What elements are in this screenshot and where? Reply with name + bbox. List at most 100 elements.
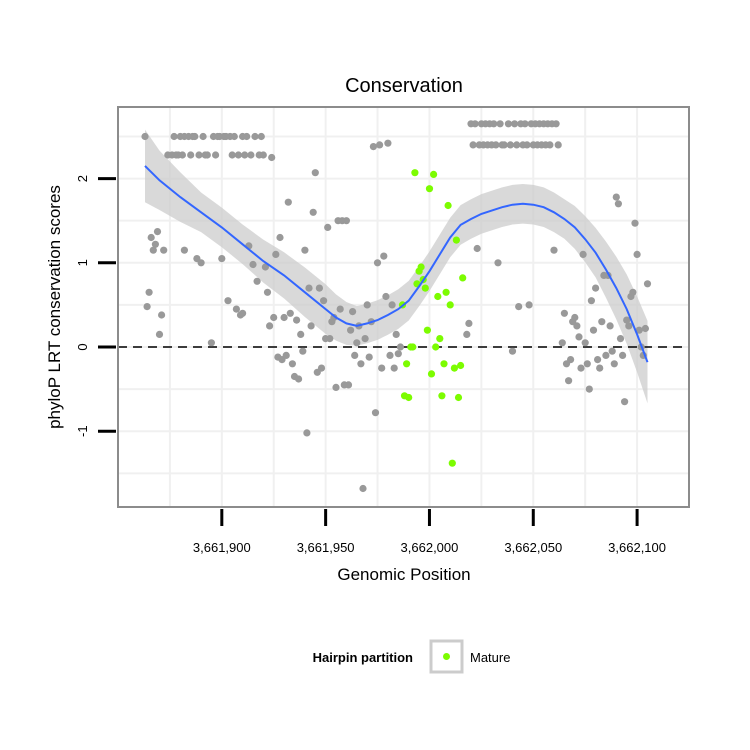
other-point bbox=[151, 240, 159, 248]
other-point bbox=[342, 217, 350, 225]
other-point bbox=[145, 288, 153, 296]
mature-point bbox=[459, 274, 467, 282]
plot-area bbox=[117, 106, 690, 508]
other-point bbox=[212, 151, 220, 159]
other-point bbox=[513, 141, 521, 149]
other-point bbox=[552, 120, 560, 128]
mature-point bbox=[452, 236, 460, 244]
other-point bbox=[554, 141, 562, 149]
other-point bbox=[594, 356, 602, 364]
loess-smooth-line bbox=[144, 165, 649, 363]
other-point bbox=[525, 301, 533, 309]
other-point bbox=[286, 309, 294, 317]
other-point bbox=[243, 132, 251, 141]
other-point bbox=[567, 356, 575, 364]
other-point bbox=[388, 301, 396, 309]
other-point bbox=[158, 311, 166, 319]
other-point bbox=[344, 381, 353, 389]
other-point bbox=[143, 303, 151, 311]
mature-point bbox=[432, 343, 440, 351]
mature-point bbox=[434, 292, 442, 301]
mature-point bbox=[417, 263, 425, 271]
other-point bbox=[347, 326, 355, 334]
other-point bbox=[369, 143, 377, 151]
other-point bbox=[378, 364, 386, 372]
other-point bbox=[301, 246, 309, 254]
other-point bbox=[270, 313, 278, 322]
other-point bbox=[365, 353, 373, 361]
mature-point bbox=[409, 343, 417, 351]
other-point bbox=[631, 219, 639, 227]
other-point bbox=[641, 324, 650, 333]
other-point bbox=[257, 132, 265, 141]
other-point bbox=[384, 139, 392, 147]
y-axis-title: phyloP LRT conservation scores bbox=[45, 185, 64, 429]
other-point bbox=[197, 259, 205, 267]
chart-title: Conservation bbox=[345, 75, 463, 97]
other-point bbox=[589, 326, 598, 334]
other-point bbox=[170, 132, 178, 141]
other-point bbox=[299, 347, 307, 355]
other-point bbox=[353, 339, 361, 347]
mature-point bbox=[405, 393, 413, 402]
other-point bbox=[251, 132, 259, 141]
other-point bbox=[241, 151, 249, 159]
mature-point bbox=[442, 288, 450, 296]
other-point bbox=[153, 228, 162, 236]
other-point bbox=[309, 208, 317, 216]
other-point bbox=[180, 246, 188, 254]
mature-point bbox=[454, 393, 463, 402]
other-point bbox=[608, 347, 616, 355]
plot-border bbox=[117, 106, 690, 508]
other-point bbox=[510, 120, 519, 128]
other-point bbox=[565, 377, 573, 385]
mature-point bbox=[444, 201, 452, 210]
other-point bbox=[178, 151, 186, 159]
y-axis-ticks: -1 0 1 2 bbox=[75, 175, 116, 437]
other-point bbox=[207, 339, 215, 347]
other-point bbox=[141, 132, 149, 141]
other-point bbox=[463, 330, 471, 338]
other-point bbox=[521, 120, 529, 128]
other-point bbox=[506, 141, 514, 149]
other-point bbox=[359, 484, 367, 493]
other-point bbox=[307, 322, 315, 330]
other-point bbox=[492, 141, 500, 149]
other-point bbox=[373, 259, 382, 267]
other-point bbox=[280, 313, 288, 322]
other-point bbox=[602, 351, 610, 359]
mature-point bbox=[430, 170, 438, 178]
other-point bbox=[160, 246, 168, 254]
other-point bbox=[390, 364, 398, 372]
other-point bbox=[263, 288, 272, 296]
other-point bbox=[504, 120, 512, 128]
other-point bbox=[234, 151, 242, 159]
other-point bbox=[293, 316, 301, 324]
other-point bbox=[523, 141, 531, 149]
other-point bbox=[155, 330, 164, 338]
other-point bbox=[297, 330, 305, 338]
data-points bbox=[141, 120, 652, 493]
other-point bbox=[276, 233, 284, 242]
other-point bbox=[303, 429, 311, 437]
other-point bbox=[259, 151, 267, 159]
other-point bbox=[187, 151, 195, 159]
other-point bbox=[490, 120, 498, 128]
other-point bbox=[573, 322, 581, 330]
other-point bbox=[232, 305, 240, 313]
other-point bbox=[515, 303, 523, 311]
other-point bbox=[376, 141, 384, 149]
other-point bbox=[311, 169, 319, 177]
mature-point bbox=[403, 360, 411, 368]
other-point bbox=[195, 151, 203, 159]
x-axis-ticks: 3,661,900 3,661,950 3,662,000 3,662,050 3,66… bbox=[193, 509, 666, 555]
other-point bbox=[571, 313, 579, 322]
other-point bbox=[558, 339, 566, 347]
other-point bbox=[396, 343, 404, 351]
other-point bbox=[218, 255, 226, 263]
other-point bbox=[508, 347, 517, 355]
other-point bbox=[392, 330, 400, 338]
other-point bbox=[612, 193, 620, 201]
other-point bbox=[363, 301, 371, 309]
other-point bbox=[253, 277, 261, 285]
